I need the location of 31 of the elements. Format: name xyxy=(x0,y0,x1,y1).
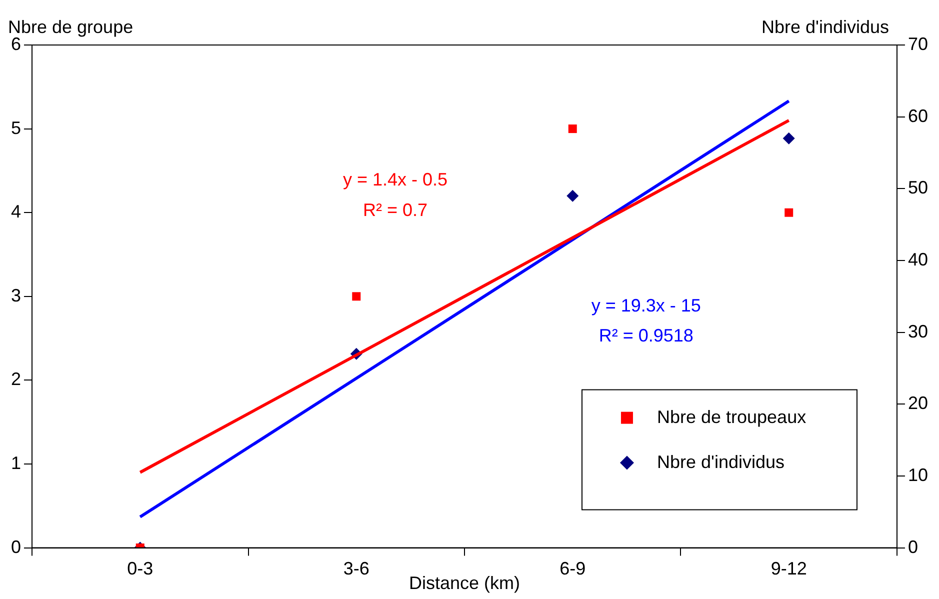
point xyxy=(782,132,795,144)
y2-axis-title: Nbre d'individus xyxy=(761,16,889,37)
annotation: R² = 0.7 xyxy=(363,200,428,220)
x-axis-title: Distance (km) xyxy=(408,573,520,594)
point xyxy=(566,190,579,202)
y2-tick-label: 10 xyxy=(908,464,928,485)
legend-label: Nbre d'individus xyxy=(656,452,784,472)
y-tick-label: 3 xyxy=(10,285,22,306)
y2-tick-label: 70 xyxy=(908,34,928,54)
y-tick-label: 5 xyxy=(10,118,22,138)
y-tick-label: 1 xyxy=(10,452,22,473)
x-tick-label: 0-3 xyxy=(127,558,154,579)
y2-tick-label: 50 xyxy=(908,178,928,198)
annotation: y = 1.4x - 0.5 xyxy=(343,170,448,190)
x-tick-label: 3-6 xyxy=(343,558,370,579)
point xyxy=(568,124,577,134)
y-tick-label: 2 xyxy=(10,369,22,390)
x-tick-label: 9-12 xyxy=(770,558,807,579)
y2-tick-label: 40 xyxy=(908,249,928,270)
annotation: R² = 0.9518 xyxy=(598,326,694,346)
annotation: y = 19.3x - 15 xyxy=(591,295,701,316)
y2-tick-label: 20 xyxy=(908,393,928,414)
point xyxy=(784,208,794,217)
point xyxy=(352,292,361,301)
y2-tick-label: 60 xyxy=(908,106,928,126)
legend-label: Nbre de troupeaux xyxy=(656,406,806,427)
y-tick-label: 4 xyxy=(10,202,22,222)
y2-tick-label: 30 xyxy=(908,321,928,342)
y-tick-label: 0 xyxy=(10,536,22,557)
y2-tick-label: 0 xyxy=(908,536,918,557)
x-tick-label: 6-9 xyxy=(560,558,586,579)
